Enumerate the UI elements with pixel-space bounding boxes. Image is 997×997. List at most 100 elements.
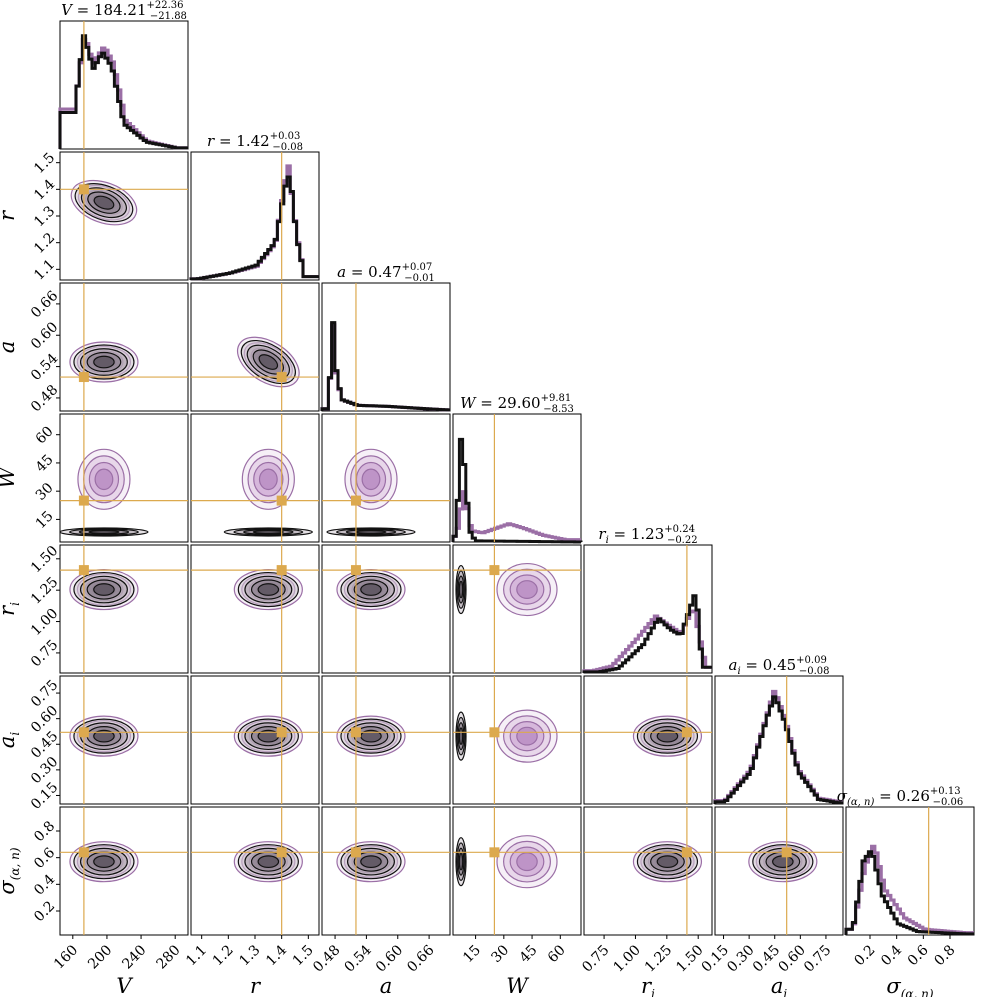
histogram-purple-V xyxy=(58,38,188,150)
x-tick-label: 45 xyxy=(517,942,541,966)
histogram-black-V xyxy=(58,34,188,150)
scatter-panel-ai-sigma xyxy=(714,806,844,936)
truth-marker xyxy=(489,565,500,576)
truth-marker xyxy=(78,495,89,506)
truth-marker xyxy=(489,727,500,738)
x-tick-label: 30 xyxy=(488,942,512,966)
histogram-purple-r xyxy=(189,164,319,281)
y-tick-label: 1.25 xyxy=(28,574,61,607)
truth-marker xyxy=(276,847,287,858)
x-tick-label: 0.30 xyxy=(724,942,757,975)
marginal-panel-sigma: σ(α, n) = 0.26+0.13 −0.06 xyxy=(837,786,975,936)
x-tick-label: 0.45 xyxy=(750,942,783,975)
contour-black-3 xyxy=(93,855,115,869)
truth-marker xyxy=(681,847,692,858)
x-tick-label: 1.25 xyxy=(642,942,675,975)
truth-marker xyxy=(276,565,287,576)
x-tick-label: 0.15 xyxy=(699,942,732,975)
y-tick-label: 1.2 xyxy=(31,230,58,257)
marginal-panel-r: r = 1.42+0.03 −0.08 xyxy=(189,131,320,281)
scatter-panel-W-sigma xyxy=(452,806,582,936)
marginal-panel-ai: ai = 0.45+0.09 −0.08 xyxy=(713,655,844,805)
histogram-black-ai xyxy=(713,695,843,805)
panel-frame xyxy=(452,413,582,543)
y-axis-a: 0.480.540.600.66 a xyxy=(0,288,61,415)
x-axis-label-r: r xyxy=(250,974,262,997)
y-axis-label-W: W xyxy=(0,465,19,489)
histogram-purple-ri xyxy=(582,609,712,673)
truth-marker xyxy=(781,847,792,858)
truth-marker xyxy=(276,495,287,506)
histogram-purple-W xyxy=(451,490,581,542)
scatter-panel-V-ri xyxy=(59,544,189,674)
y-tick-label: 1.5 xyxy=(31,150,58,177)
scatter-panel-r-W xyxy=(190,413,320,543)
scatter-panel-a-ai xyxy=(321,675,451,805)
contour-black-3 xyxy=(93,729,115,743)
y-axis-W: 15 30 45 60 W xyxy=(0,423,60,532)
contour-black-3 xyxy=(257,855,280,869)
x-tick-label: 1.50 xyxy=(673,942,706,975)
x-tick-label: 0.8 xyxy=(931,942,958,969)
contour-purple-3 xyxy=(516,726,538,746)
truth-marker xyxy=(350,847,361,858)
histogram-black-a xyxy=(320,321,450,412)
x-axis-a: 0.480.540.600.66 a xyxy=(310,935,438,997)
y-tick-label: 0.8 xyxy=(31,818,58,845)
scatter-panel-a-W xyxy=(321,413,451,543)
x-tick-label: 0.6 xyxy=(905,942,932,969)
panel-frame xyxy=(321,544,451,674)
x-axis-label-W: W xyxy=(506,974,530,997)
y-tick-label: 0.15 xyxy=(28,779,61,812)
panel-frame xyxy=(714,675,844,805)
y-tick-label: 1.3 xyxy=(31,203,58,230)
x-tick-label: 1.1 xyxy=(183,942,210,969)
y-tick-label: 1.1 xyxy=(31,257,58,284)
scatter-panel-r-sigma xyxy=(190,806,320,936)
x-axis-V: 160 200 240 280 V xyxy=(51,935,184,997)
y-tick-label: 0.60 xyxy=(28,703,61,736)
y-axis-label-sigma: σ(α, n) xyxy=(0,847,22,894)
contour-black-3 xyxy=(656,729,679,743)
y-tick-label: 0.48 xyxy=(28,382,61,415)
contour-purple-3 xyxy=(258,468,278,491)
x-tick-label: 160 xyxy=(51,942,81,972)
scatter-panel-W-ai xyxy=(452,675,582,805)
scatter-panel-V-a xyxy=(59,282,189,412)
panel-frame xyxy=(190,151,320,281)
y-tick-label: 0.75 xyxy=(28,677,61,710)
marginal-panel-W: W = 29.60+9.81 −8.53 xyxy=(451,393,583,544)
truth-marker xyxy=(78,727,89,738)
contour-black-3 xyxy=(772,855,794,869)
y-axis-label-a: a xyxy=(0,341,19,354)
scatter-panel-W-ri xyxy=(452,544,582,674)
y-tick-label: 30 xyxy=(33,480,57,504)
scatter-panel-V-W xyxy=(59,413,189,543)
y-axis-sigma: 0.20.40.60.8 σ(α, n) xyxy=(0,818,60,925)
y-axis-label-r: r xyxy=(0,209,19,221)
contour-purple-3 xyxy=(94,468,114,491)
marginal-title-r: r = 1.42+0.03 −0.08 xyxy=(207,131,303,153)
x-tick-label: 0.48 xyxy=(310,942,343,975)
marginal-title-a: a = 0.47+0.07 −0.01 xyxy=(337,262,435,284)
y-tick-label: 0.54 xyxy=(28,351,61,384)
x-tick-label: 1.00 xyxy=(611,942,644,975)
scatter-panel-V-ai xyxy=(59,675,189,805)
x-tick-label: 15 xyxy=(460,942,484,966)
x-axis-r: 1.1 1.2 1.3 1.4 1.5r xyxy=(183,935,317,997)
x-tick-label: 0.60 xyxy=(775,942,808,975)
x-axis-sigma: 0.2 0.4 0.6 0.8 σ(α, n) xyxy=(851,935,958,997)
x-axis-ai: 0.150.300.450.600.75 ai xyxy=(699,935,834,997)
panel-frame xyxy=(845,806,975,936)
histogram-black-r xyxy=(189,175,319,281)
contour-black-3 xyxy=(93,583,115,596)
x-axis-label-ai: ai xyxy=(771,974,788,997)
y-tick-label: 1.00 xyxy=(28,606,61,639)
y-tick-label: 0.2 xyxy=(31,898,58,925)
y-axis-r: 1.11.21.31.41.5 r xyxy=(0,150,60,284)
x-axis-label-a: a xyxy=(380,974,393,997)
scatter-panel-V-sigma xyxy=(59,806,189,936)
y-axis-label-ri: ri xyxy=(0,602,22,616)
contour-purple-3 xyxy=(361,468,381,491)
contour-black-3 xyxy=(258,354,279,370)
